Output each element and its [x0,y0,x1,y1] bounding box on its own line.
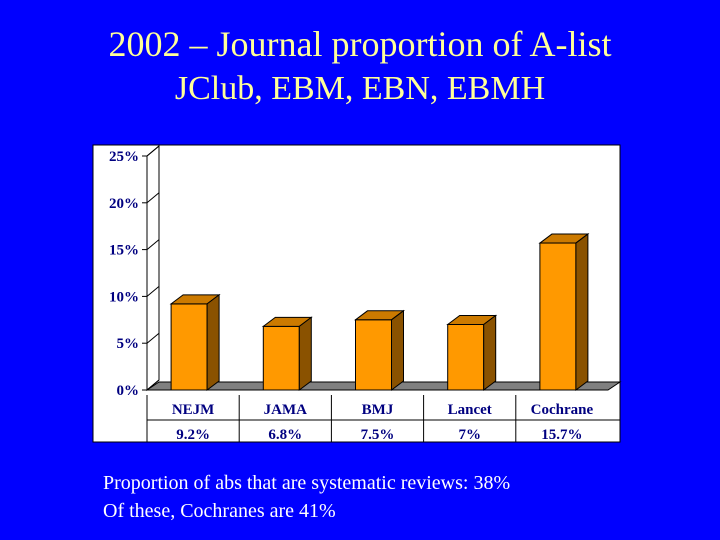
chart-data-table: NEJM 9.2% JAMA 6.8% BMJ 7.5% Lancet 7% Cochrane 1… [146,395,620,443]
bar-front [447,323,485,391]
y-tick-depth [146,192,160,204]
y-tick-label: 25% [109,149,139,165]
y-tick-label: 10% [109,289,139,305]
chart-bars [169,233,590,391]
y-tick-depth [146,239,160,250]
bar-value-label: 9.2% [176,427,210,443]
x-category-label: Cochrane [531,402,594,418]
note-cochrane-share: Of these, Cochranes are 41% [103,500,336,522]
y-tick-depth [146,286,160,297]
y-tick-label: 0% [117,383,140,399]
bar [446,314,498,391]
bar [538,233,590,391]
bar-side [391,309,404,391]
y-tick-label: 20% [109,196,139,212]
y-tick-depth [146,379,160,391]
chart-side-wall [146,144,160,392]
bar-value-label: 7.5% [361,427,395,443]
bar-front [170,303,208,391]
bar-front [262,325,300,391]
bar-value-label: 15.7% [541,427,582,443]
slide-title: 2002 – Journal proportion of A-list [108,24,612,64]
bar-front [355,319,392,391]
bar-side [575,233,589,391]
plot-background [92,144,621,443]
bar-value-label: 6.8% [268,427,302,443]
x-category-label: JAMA [264,402,307,418]
bar [354,309,405,391]
bar [261,316,313,391]
x-category-label: NEJM [172,402,215,418]
slide-subtitle: JClub, EBM, EBN, EBMH [174,70,546,107]
bar-side [483,314,497,391]
bar-value-label: 7% [458,427,481,443]
y-tick-depth [146,145,160,157]
bar-side [298,316,312,391]
note-systematic-reviews: Proportion of abs that are systematic re… [103,472,511,494]
x-category-label: Lancet [448,402,492,418]
y-tick-label: 5% [117,336,140,352]
bar-front [539,242,577,391]
bar-side [206,293,220,391]
y-tick-depth [146,332,160,344]
y-tick-label: 15% [109,243,139,259]
bar [169,293,221,391]
x-category-label: BMJ [362,402,394,418]
